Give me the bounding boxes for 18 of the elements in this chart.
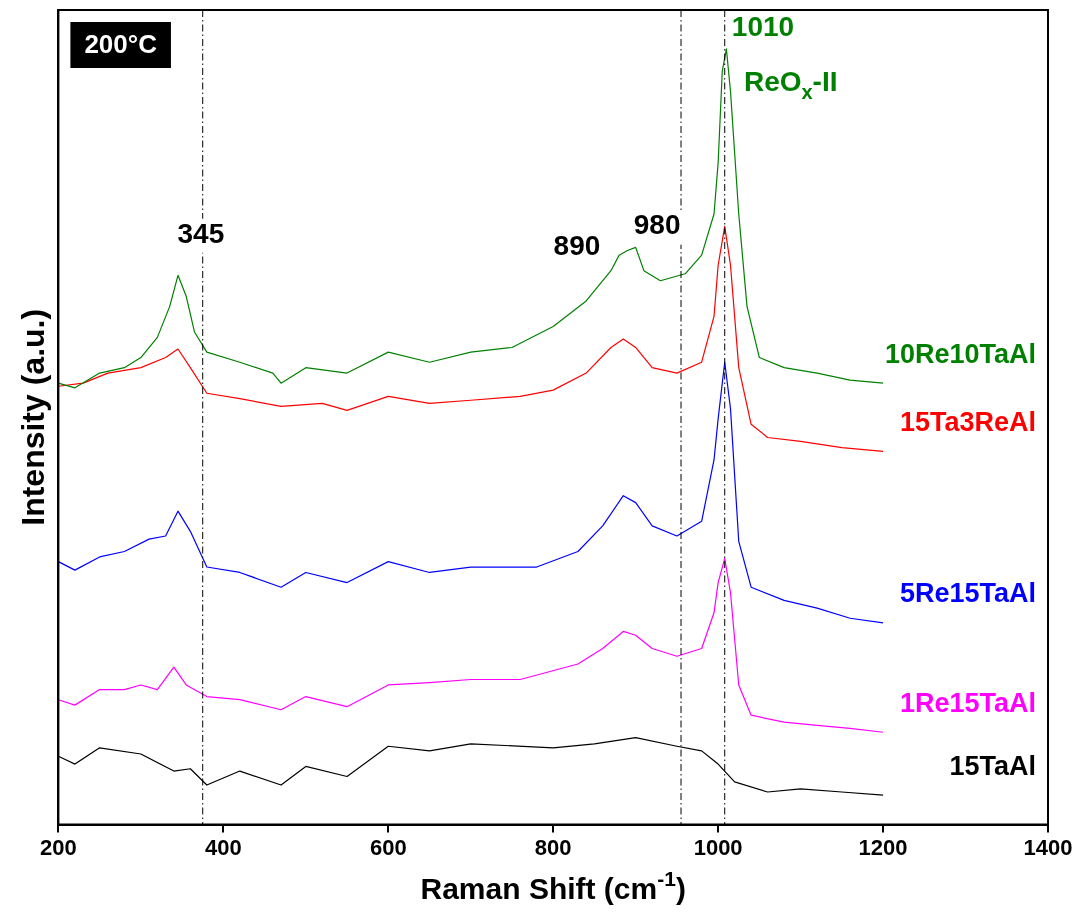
- x-tick-label: 200: [40, 834, 77, 860]
- series-label: 10Re10TaAl: [884, 338, 1037, 369]
- x-tick-label: 1000: [693, 834, 743, 860]
- series-label: 1Re15TaAl: [899, 687, 1037, 718]
- annotation: 890: [553, 229, 601, 261]
- series-label: 15Ta3ReAl: [899, 406, 1037, 437]
- x-tick-label: 400: [204, 834, 242, 860]
- y-axis-title: Intensity (a.u.): [15, 308, 52, 526]
- annotation: 200°C: [84, 29, 158, 60]
- text: 15TaAl: [949, 750, 1037, 781]
- x-tick-label: 1400: [1023, 834, 1073, 860]
- x-tick-label: 800: [534, 834, 572, 860]
- x-tick-label: 600: [369, 834, 407, 860]
- annotation: 345: [177, 217, 225, 249]
- x-tick-label: 1200: [858, 834, 908, 860]
- text: 1010: [731, 11, 795, 43]
- annotation: 980: [633, 209, 681, 241]
- series-label: 5Re15TaAl: [899, 578, 1037, 609]
